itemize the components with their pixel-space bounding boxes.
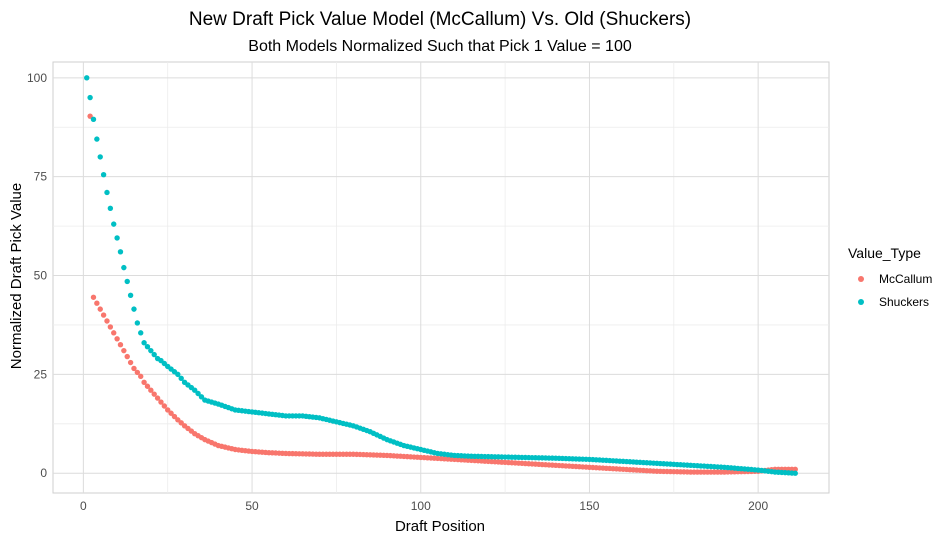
mccallum-point: [141, 379, 147, 385]
mccallum-point: [131, 365, 137, 372]
chart-title: New Draft Pick Value Model (McCallum) Vs…: [189, 9, 691, 30]
mccallum-point: [117, 342, 124, 348]
tick-labels: 0 50 100 150 200 0 25 50 75 100: [27, 71, 769, 513]
shuckers-point: [178, 375, 184, 382]
shuckers-point: [144, 343, 151, 350]
mccallum-point: [134, 369, 141, 376]
mccallum-point: [90, 294, 97, 300]
y-tick-label: 25: [34, 367, 48, 381]
shuckers-point: [97, 154, 103, 160]
legend-label-shuckers: Shuckers: [879, 295, 929, 309]
legend: Value_Type McCallum Shuckers: [848, 245, 932, 309]
mccallum-point: [151, 391, 157, 397]
mccallum-point: [158, 399, 164, 405]
mccallum-point: [100, 312, 107, 318]
shuckers-point: [111, 221, 117, 227]
panel-border: [52, 61, 830, 494]
legend-key-mccallum: [858, 276, 864, 282]
mccallum-point: [138, 373, 144, 380]
mccallum-point: [165, 407, 171, 413]
shuckers-point: [84, 75, 90, 81]
mccallum-point: [124, 353, 130, 360]
mccallum-point: [171, 413, 178, 420]
shuckers-point: [131, 306, 137, 312]
x-axis-label: Draft Position: [395, 518, 485, 535]
shuckers-point: [107, 205, 114, 212]
mccallum-point: [87, 113, 93, 119]
shuckers-point: [151, 351, 157, 358]
mccallum-point: [792, 466, 798, 472]
mccallum-point: [104, 318, 110, 324]
mccallum-point: [94, 300, 100, 306]
mccallum-point: [97, 306, 103, 312]
shuckers-point: [94, 136, 100, 142]
mccallum-point: [107, 324, 114, 330]
plot-panel: [52, 61, 830, 494]
mccallum-point: [168, 410, 174, 416]
mccallum-point: [148, 387, 154, 393]
shuckers-point: [124, 278, 130, 285]
shuckers-point: [198, 394, 205, 400]
shuckers-point: [117, 249, 124, 255]
shuckers-point: [121, 264, 127, 271]
x-tick-label: 150: [579, 499, 599, 513]
mccallum-point: [121, 347, 127, 354]
mccallum-point: [144, 383, 151, 389]
mccallum-point: [114, 336, 120, 342]
x-tick-label: 100: [411, 499, 431, 513]
x-tick-label: 0: [80, 499, 87, 513]
shuckers-point: [195, 390, 201, 397]
shuckers-point: [192, 387, 198, 393]
mccallum-point: [111, 330, 117, 336]
shuckers-point: [141, 340, 147, 346]
data-points: [84, 75, 798, 476]
shuckers-point: [175, 371, 181, 378]
shuckers-point: [104, 189, 110, 196]
legend-key-shuckers: [858, 299, 864, 305]
shuckers-point: [90, 116, 97, 123]
shuckers-point: [100, 171, 107, 178]
y-tick-label: 100: [27, 71, 47, 85]
shuckers-point: [114, 235, 120, 241]
x-tick-label: 50: [245, 499, 259, 513]
legend-label-mccallum: McCallum: [879, 272, 932, 286]
shuckers-point: [127, 292, 134, 298]
shuckers-point: [134, 320, 141, 326]
chart-subtitle: Both Models Normalized Such that Pick 1 …: [248, 38, 632, 55]
shuckers-point: [148, 347, 154, 354]
y-tick-label: 50: [34, 269, 48, 283]
y-tick-label: 75: [34, 170, 48, 184]
mccallum-point: [127, 359, 134, 366]
shuckers-point: [87, 94, 93, 101]
x-tick-label: 200: [748, 499, 768, 513]
mccallum-point: [161, 403, 168, 409]
shuckers-point: [792, 470, 798, 476]
shuckers-point: [138, 330, 144, 336]
y-tick-label: 0: [40, 466, 47, 480]
mccallum-point: [154, 395, 161, 401]
y-axis-label: Normalized Draft Pick Value: [8, 183, 25, 369]
legend-title: Value_Type: [848, 245, 921, 261]
